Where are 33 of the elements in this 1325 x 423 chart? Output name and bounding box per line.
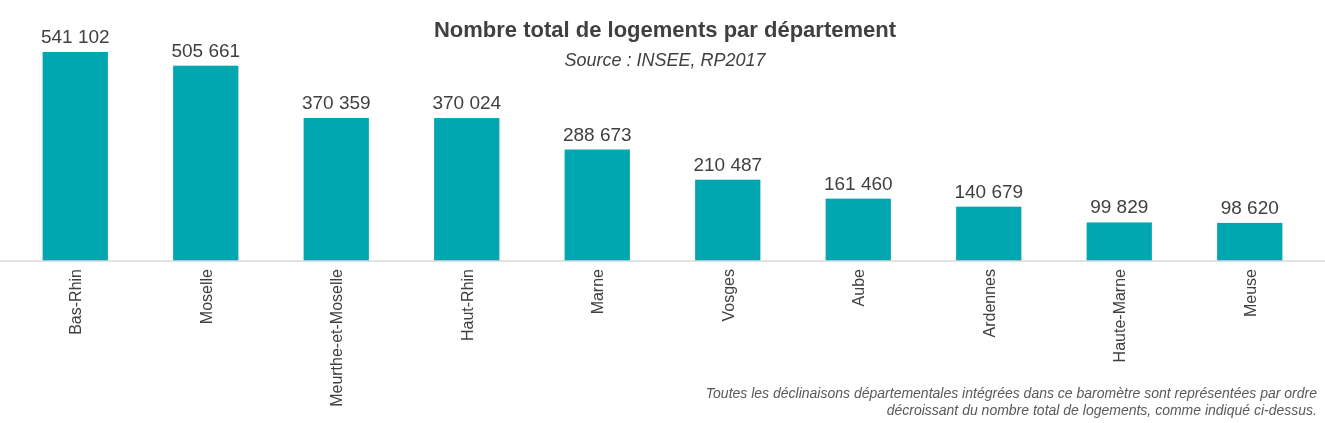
x-tick-label: Meuse xyxy=(1241,268,1259,318)
bar xyxy=(564,149,630,261)
data-label: 541 102 xyxy=(40,26,110,47)
data-label: 161 460 xyxy=(823,172,893,194)
x-tick-label: Aube xyxy=(850,268,868,307)
x-tick-label: Ardennes xyxy=(980,269,998,338)
data-label: 505 661 xyxy=(171,39,241,61)
bar xyxy=(303,117,369,261)
data-label: 370 024 xyxy=(432,92,502,114)
data-label: 98 620 xyxy=(1220,196,1279,218)
x-tick-label: Vosges xyxy=(719,269,737,322)
x-tick-label: Haute-Marne xyxy=(1111,268,1129,363)
data-label: 210 487 xyxy=(693,153,763,175)
x-tick-label: Haut-Rhin xyxy=(458,269,476,342)
bar xyxy=(42,52,108,261)
data-label: 370 359 xyxy=(301,91,371,113)
bar xyxy=(825,198,891,261)
bar xyxy=(695,179,761,261)
data-label: 99 829 xyxy=(1090,196,1149,218)
x-tick-label: Meurthe-et-Moselle xyxy=(328,268,346,407)
x-tick-label: Moselle xyxy=(197,268,215,325)
bar xyxy=(173,65,239,261)
bar xyxy=(1086,222,1152,261)
bar xyxy=(956,206,1022,261)
bar xyxy=(1217,222,1283,261)
x-tick-label: Bas-Rhin xyxy=(67,269,85,335)
x-tick-label: Marne xyxy=(589,268,607,315)
bar xyxy=(434,118,500,261)
text: Toutes les déclinaisons départementales intégrées dans ce baromètre sont représentées par ordre décroissant du nombre total de logements, comme indiqué ci-dessus. xyxy=(705,385,1318,418)
chart-subtitle: Source : INSEE, RP2017 xyxy=(564,50,767,70)
chart-title: Nombre total de logements par département xyxy=(433,17,897,42)
data-label: 288 673 xyxy=(562,123,632,145)
data-label: 140 679 xyxy=(954,180,1024,202)
